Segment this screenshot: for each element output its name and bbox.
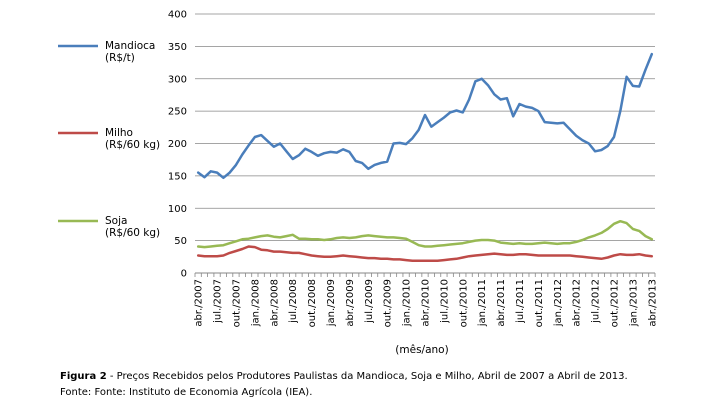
series-line-mandioca	[196, 52, 654, 180]
y-tick-label-50: 50	[174, 236, 187, 247]
y-tick-label-250: 250	[168, 107, 187, 118]
x-tick-label: jul./2011	[515, 279, 526, 324]
x-tick-label: abr./2007	[194, 279, 205, 327]
x-tick-label: jul./2008	[288, 279, 299, 324]
x-tick-label: jan./2013	[628, 279, 639, 327]
x-tick-label: out./2007	[231, 279, 242, 327]
x-tick-label: out./2010	[458, 279, 469, 327]
x-axis	[194, 272, 656, 277]
y-tick-label-200: 200	[168, 139, 187, 150]
figure-title: Figura 2 - Preços Recebidos pelos Produt…	[60, 369, 628, 385]
x-tick-label: jan./2009	[326, 279, 337, 327]
x-tick-label: abr./2011	[496, 279, 507, 327]
x-tick-label: out./2009	[383, 279, 394, 327]
x-tick-label: jan./2012	[553, 279, 564, 327]
x-tick-label: jul./2007	[213, 279, 224, 324]
legend-unit-mandioca: (R$/t)	[105, 52, 135, 64]
y-tick-label-350: 350	[168, 42, 187, 53]
x-tick-label: jul./2012	[591, 279, 602, 324]
y-tick-label-300: 300	[168, 74, 187, 85]
x-tick-label: out./2012	[610, 279, 621, 327]
figure-source: Fonte: Fonte: Instituto de Economia Agrí…	[60, 387, 313, 398]
series-line-soja	[196, 219, 654, 249]
legend-label-soja: Soja	[105, 215, 127, 227]
x-tick-label: abr./2010	[421, 279, 432, 327]
x-tick-label: jan./2010	[402, 279, 413, 327]
x-tick-label: jul./2010	[439, 279, 450, 324]
x-tick-label: abr./2012	[572, 279, 583, 327]
legend-label-milho: Milho	[105, 127, 133, 139]
series-line-milho	[196, 245, 654, 262]
x-tick-label: jul./2009	[364, 279, 375, 324]
x-tick-label: out./2008	[307, 279, 318, 327]
series-lines	[196, 52, 654, 262]
y-tick-label-0: 0	[181, 269, 187, 280]
x-axis-label: (mês/ano)	[395, 344, 448, 356]
x-tick-label: abr./2013	[647, 279, 658, 327]
figure-caption: Figura 2 - Preços Recebidos pelos Produt…	[60, 369, 628, 401]
line-chart: 0 50 100 150 200 250 300 350 400 abr./2007 jul./2…	[58, 10, 659, 356]
legend-unit-milho: (R$/60 kg)	[105, 139, 160, 151]
gridlines	[195, 13, 655, 242]
x-tick-label: jan./2008	[250, 279, 261, 327]
x-tick-label: abr./2008	[269, 279, 280, 327]
y-tick-label-400: 400	[168, 10, 187, 21]
legend: Mandioca(R$/t)Milho(R$/60 kg)Soja(R$/60 …	[58, 40, 160, 239]
x-tick-label: out./2011	[534, 279, 545, 327]
y-tick-label-150: 150	[168, 171, 187, 182]
legend-unit-soja: (R$/60 kg)	[105, 227, 160, 239]
y-tick-label-100: 100	[168, 204, 187, 215]
figure-label: Figura 2	[60, 371, 107, 382]
x-tick-label: jan./2011	[477, 279, 488, 327]
y-axis-ticks: 0 50 100 150 200 250 300 350 400	[168, 10, 187, 280]
legend-label-mandioca: Mandioca	[105, 40, 155, 52]
x-tick-label: abr./2009	[345, 279, 356, 327]
x-axis-ticks: abr./2007 jul./2007 out./2007 jan./2008 abr.…	[194, 279, 659, 327]
figure-text: - Preços Recebidos pelos Produtores Paul…	[106, 371, 628, 382]
